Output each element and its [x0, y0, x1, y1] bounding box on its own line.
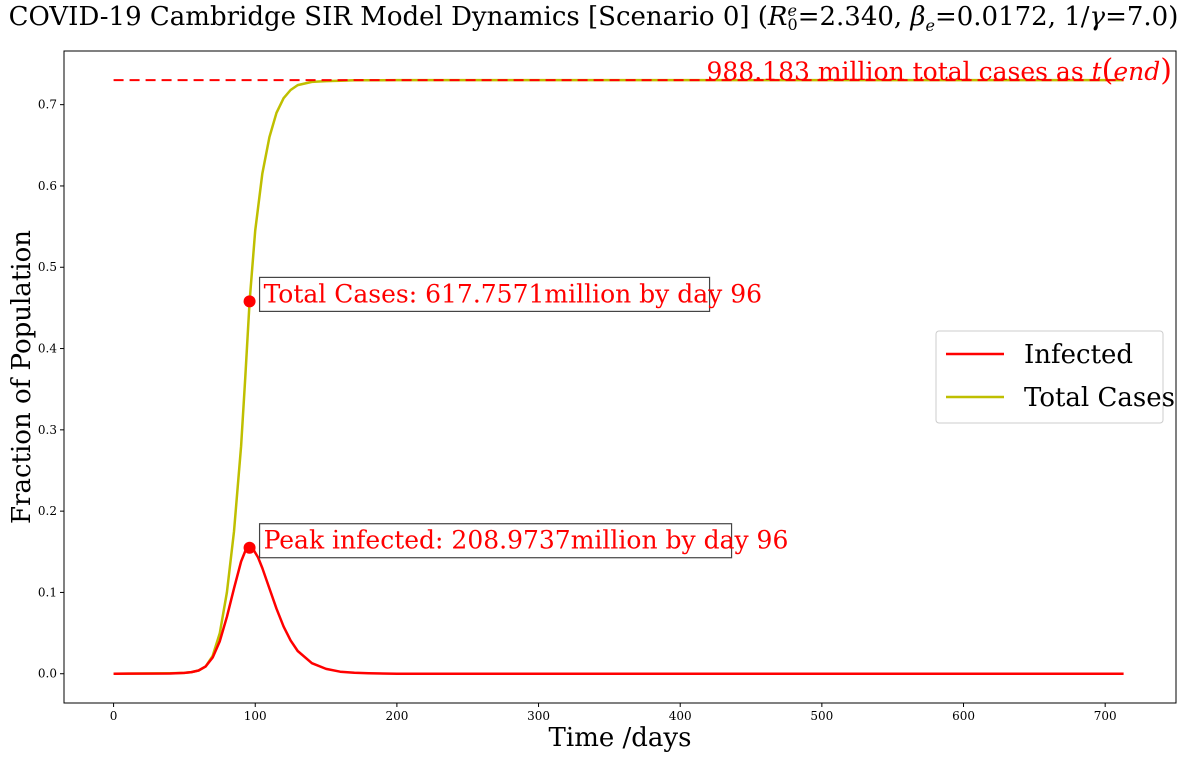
x-tick-label: 100 [244, 709, 267, 723]
reference-label-end: end [1113, 57, 1160, 86]
y-tick-label: 0.6 [38, 179, 57, 193]
y-tick-label: 0.1 [38, 585, 57, 599]
title-beta-symbol: β [910, 2, 926, 32]
annotation-label: Peak infected: 208.9737million by day 96 [264, 526, 789, 555]
reference-line-label: 988.183 million total cases as t(end) [707, 53, 1173, 88]
title-r-symbol: R [767, 2, 788, 32]
annotation-label: Total Cases: 617.7571million by day 96 [264, 279, 762, 308]
legend-label-infected: Infected [1024, 340, 1133, 370]
y-tick-label: 0.3 [38, 423, 57, 437]
x-axis-ticks: 0 100 200 300 400 500 600 700 [110, 703, 1117, 723]
annotation-marker [243, 541, 256, 554]
y-tick-label: 0.4 [38, 342, 57, 356]
title-r-value: =2.340, [797, 2, 911, 32]
y-axis-ticks: 0.0 0.1 0.2 0.3 0.4 0.5 0.6 0.7 [38, 98, 64, 681]
x-tick-label: 600 [952, 709, 975, 723]
annotation-box [258, 523, 733, 559]
y-tick-label: 0.5 [38, 260, 57, 274]
series-line-infected [113, 546, 1124, 675]
title-gamma-symbol: γ [1089, 2, 1106, 32]
plot-frame [63, 50, 1177, 704]
y-tick-label: 0.7 [38, 98, 57, 112]
reference-label-t: t [1092, 57, 1103, 86]
reference-label-open-paren: ( [1102, 53, 1114, 88]
title-prefix: COVID-19 Cambridge SIR Model Dynamics [S… [8, 2, 768, 32]
legend: Infected Total Cases [935, 330, 1175, 424]
title-beta-sub: e [925, 16, 935, 36]
reference-label-close-paren: ) [1160, 53, 1172, 88]
annotation-box [258, 276, 711, 312]
x-tick-label: 500 [810, 709, 833, 723]
x-tick-label: 200 [385, 709, 408, 723]
reference-label-prefix: 988.183 million total cases as [707, 57, 1092, 86]
x-tick-label: 700 [1094, 709, 1117, 723]
title-gamma-value: =7.0) [1105, 2, 1179, 32]
title-r-sub: 0 [787, 15, 798, 34]
x-tick-label: 400 [669, 709, 692, 723]
y-tick-label: 0.0 [38, 667, 57, 681]
y-axis-label: Fraction of Population [7, 230, 37, 524]
title-r-sup: e [787, 0, 797, 20]
x-tick-label: 300 [527, 709, 550, 723]
title-beta-value: =0.0172, 1/ [934, 2, 1090, 32]
x-axis-label: Time /days [549, 723, 692, 753]
annotation-marker [243, 295, 256, 308]
legend-label-total-cases: Total Cases [1024, 383, 1175, 413]
chart-title: COVID-19 Cambridge SIR Model Dynamics [S… [0, 2, 1187, 35]
y-tick-label: 0.2 [38, 504, 57, 518]
annotations-layer: Total Cases: 617.7571million by day 96 Pe… [243, 276, 789, 559]
x-tick-label: 0 [110, 709, 118, 723]
